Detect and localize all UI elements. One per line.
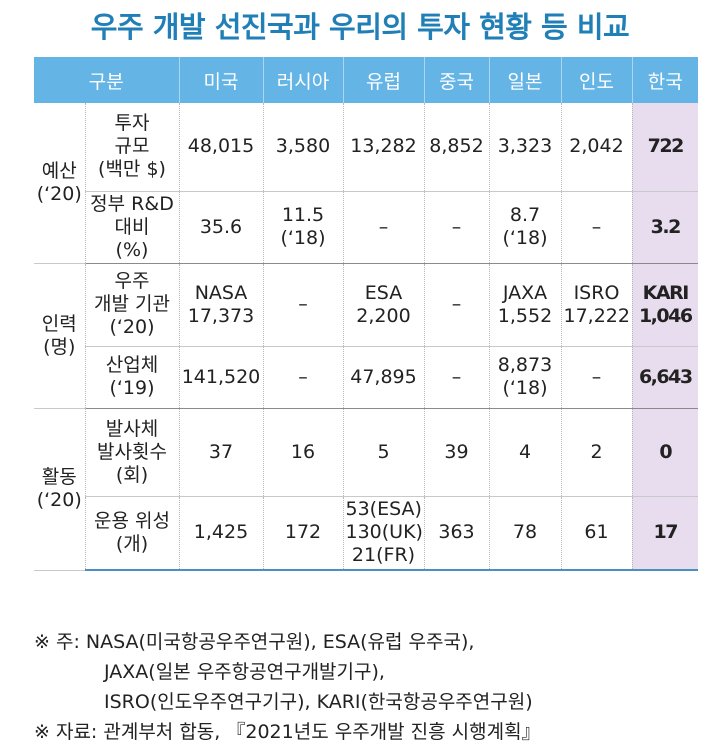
- footnotes: ※ 주: NASA(미국항공우주연구원), ESA(유럽 우주국), JAXA(…: [34, 627, 714, 747]
- table-row: 활동 (‘20) 발사체 발사횟수 (회) 37 16 5 39 4 2 0: [34, 408, 698, 571]
- table-cell-korea: 3.2: [631, 191, 698, 264]
- table-cell: 2,042: [560, 103, 632, 192]
- footnote-abbreviations-3: ISRO(인도우주연구기구), KARI(한국항공우주연구원): [104, 691, 533, 713]
- table-cell-korea: 17: [631, 496, 698, 571]
- row-label: 발사체 발사횟수 (회): [84, 408, 179, 497]
- table-cell: 35.6: [178, 191, 263, 264]
- table-cell: 363: [423, 496, 489, 571]
- comparison-table: 구분 미국 러시아 유럽 중국 일본 인도 한국 예산 (‘20) 투자 규모 (백만 …: [34, 57, 698, 571]
- row-label: 우주 개발 기관 (‘20): [84, 263, 179, 347]
- table-cell: ESA 2,200: [342, 263, 424, 347]
- page-title: 우주 개발 선진국과 우리의 투자 현황 등 비교: [90, 10, 630, 44]
- table-row: 산업체 (‘19) 141,520–47,895–8,873 (‘18) –6,643: [34, 346, 698, 409]
- table-cell: 78: [488, 496, 561, 571]
- table-cell: –: [423, 346, 489, 409]
- header-cell-japan: 일본: [488, 57, 561, 103]
- header-cell-usa: 미국: [178, 57, 263, 103]
- header-row: 구분 미국 러시아 유럽 중국 일본 인도 한국: [34, 57, 698, 103]
- table-cell: 13,282: [342, 103, 424, 192]
- table-cell: 4: [488, 408, 561, 497]
- header-cell-india: 인도: [560, 57, 632, 103]
- table-cell: 16: [262, 408, 343, 497]
- header-cell-europe: 유럽: [342, 57, 424, 103]
- table-row: 정부 R&D 대비 (%) 35.6 11.5 (‘18) – –8.7 (‘18) –3.2: [34, 191, 698, 264]
- table-cell: 172: [262, 496, 343, 571]
- group-label: 인력 (명): [34, 263, 85, 409]
- table-cell: 8,852: [423, 103, 489, 192]
- table-cell: –: [560, 346, 632, 409]
- row-label: 투자 규모 (백만 $): [84, 103, 179, 192]
- table-cell: –: [423, 263, 489, 347]
- table-cell: ISRO 17,222: [560, 263, 632, 347]
- table-cell: 61: [560, 496, 632, 571]
- table-cell: –: [262, 263, 343, 347]
- footnote-source: ※ 자료: 관계부처 합동, 『2021년도 우주개발 진흥 시행계획』: [34, 721, 541, 743]
- table-cell: 39: [423, 408, 489, 497]
- header-cell-korea: 한국: [631, 57, 698, 103]
- table-cell: 37: [178, 408, 263, 497]
- table-cell: 47,895: [342, 346, 424, 409]
- table-cell: 53(ESA) 130(UK) 21(FR): [342, 496, 424, 571]
- table-cell: 48,015: [178, 103, 263, 192]
- table-cell: 3,323: [488, 103, 561, 192]
- footnote-abbreviations-1: ※ 주: NASA(미국항공우주연구원), ESA(유럽 우주국),: [34, 631, 475, 653]
- group-label: 예산 (‘20): [34, 103, 85, 264]
- table-row: 운용 위성 (개) 1,425 172 53(ESA) 130(UK) 21(FR) 363 7…: [34, 496, 698, 571]
- header-cell-china: 중국: [423, 57, 489, 103]
- row-label: 운용 위성 (개): [84, 496, 179, 571]
- header-cell-category: 구분: [34, 57, 179, 103]
- group-label: 활동 (‘20): [34, 408, 85, 571]
- table-row: 인력 (명) 우주 개발 기관 (‘20) NASA 17,373– ESA 2,200– JAX…: [34, 263, 698, 409]
- table-cell: –: [423, 191, 489, 264]
- table-cell: JAXA 1,552: [488, 263, 561, 347]
- table-cell-korea: KARI 1,046: [631, 263, 698, 347]
- table-cell: 2: [560, 408, 632, 497]
- table-cell-korea: 722: [631, 103, 698, 192]
- table-cell: 3,580: [262, 103, 343, 192]
- table-cell: –: [560, 191, 632, 264]
- table-cell: –: [262, 346, 343, 409]
- table-cell: 8.7 (‘18): [488, 191, 561, 264]
- table-cell: 141,520: [178, 346, 263, 409]
- table-row: 예산 (‘20) 투자 규모 (백만 $) 48,015 3,580 13,282 8,852 3…: [34, 103, 698, 264]
- table-cell-korea: 6,643: [631, 346, 698, 409]
- table-cell: 11.5 (‘18): [262, 191, 343, 264]
- table-cell: 1,425: [178, 496, 263, 571]
- table-cell: –: [342, 191, 424, 264]
- table-cell: NASA 17,373: [178, 263, 263, 347]
- footnote-abbreviations-2: JAXA(일본 우주항공연구개발기구),: [104, 661, 385, 683]
- row-label: 산업체 (‘19): [84, 346, 179, 409]
- table-cell: 8,873 (‘18): [488, 346, 561, 409]
- table-cell: 5: [342, 408, 424, 497]
- row-label: 정부 R&D 대비 (%): [84, 191, 179, 264]
- header-cell-russia: 러시아: [262, 57, 343, 103]
- table-cell-korea: 0: [631, 408, 698, 497]
